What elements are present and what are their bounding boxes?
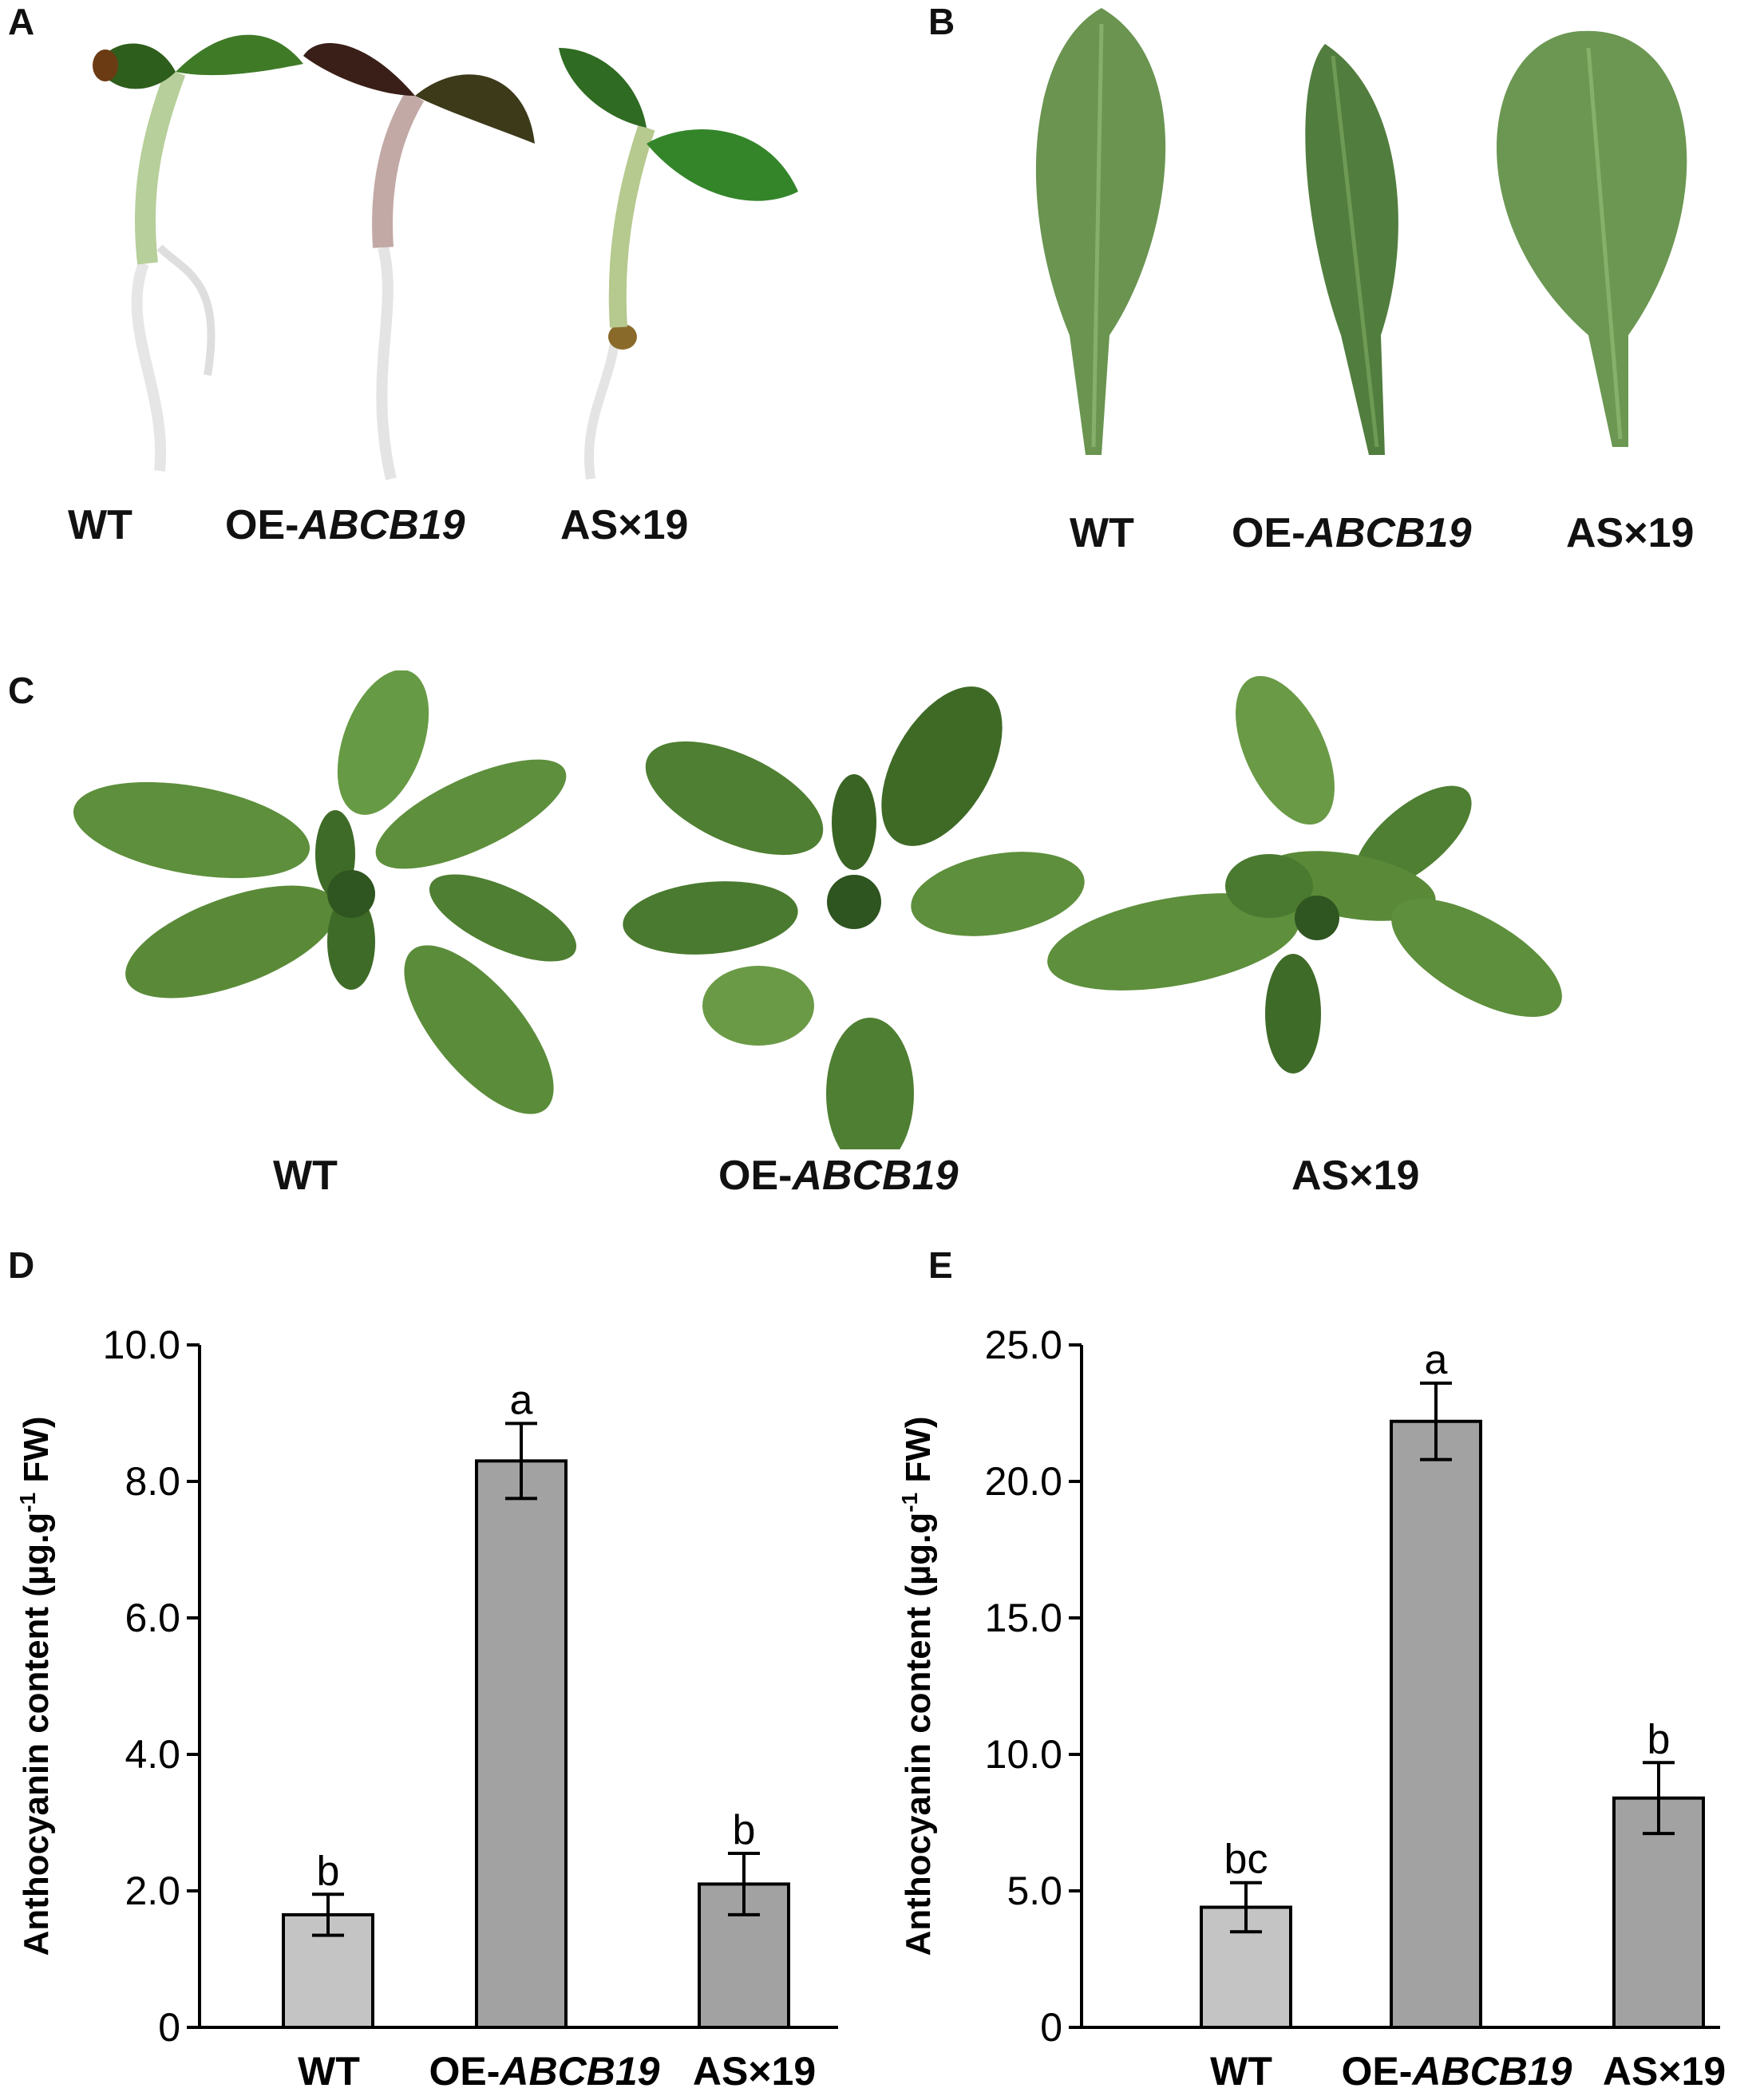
y-tick-label: 10.0	[985, 1732, 1062, 1777]
seedling-wt	[93, 34, 303, 472]
leaf-as19	[1497, 30, 1687, 447]
leaf-oe-abcb19	[1305, 44, 1398, 455]
y-tick-label: 20.0	[985, 1459, 1062, 1504]
category-label: WT	[1210, 2049, 1272, 2094]
leaf-wt	[1035, 8, 1166, 455]
category-label: AS×19	[693, 2049, 816, 2094]
y-tick-label: 0	[158, 2005, 180, 2050]
y-tick-label: 0	[1040, 2005, 1062, 2050]
y-tick-label: 2.0	[125, 1869, 180, 1913]
category-label: WT	[298, 2049, 360, 2094]
label-c-wt: WT	[273, 1153, 338, 1199]
bar	[1612, 1796, 1705, 2029]
chart-e: 0 5.0 10.0 15.0 20.0 25.0 Anthocyanin content …	[897, 1323, 1726, 2094]
category-label: OE-ABCB19	[429, 2049, 660, 2094]
label-c-as19: AS×19	[1291, 1153, 1420, 1199]
seedlings-photo	[93, 34, 798, 481]
label-b-wt: WT	[1070, 510, 1134, 556]
seedling-oe-abcb19	[303, 43, 535, 481]
seedling-as19	[559, 48, 798, 480]
leaves-photo	[1035, 8, 1687, 455]
significance-label: b	[733, 1807, 756, 1853]
rosette-as19	[1047, 675, 1562, 1074]
rosettes-photo	[73, 670, 1562, 1149]
y-tick-label: 5.0	[1007, 1869, 1062, 1913]
label-a-as19: AS×19	[560, 502, 689, 548]
category-label: OE-ABCB19	[1342, 2049, 1572, 2094]
label-a-oe: OE-ABCB19	[225, 502, 465, 548]
significance-label: b	[1647, 1716, 1671, 1762]
significance-label: a	[510, 1377, 533, 1423]
y-tick-label: 15.0	[985, 1596, 1062, 1640]
panel-letter-b: B	[928, 1, 955, 42]
y-tick-label: 25.0	[985, 1323, 1062, 1367]
label-c-oe: OE-ABCB19	[718, 1153, 959, 1199]
label-a-wt: WT	[68, 502, 132, 548]
y-axis-label: Anthocyanin content (µg.g-1 FW)	[897, 1417, 938, 1956]
bar	[475, 1459, 568, 2030]
rosette-wt	[73, 670, 577, 1114]
bar	[1390, 1419, 1482, 2029]
panel-letter-c: C	[8, 670, 35, 711]
rosette-oe-abcb19	[623, 686, 1085, 1149]
category-label: AS×19	[1603, 2049, 1726, 2094]
y-tick-label: 10.0	[103, 1323, 180, 1367]
chart-d: 0 2.0 4.0 6.0 8.0 10.0 Anthocyanin content (µg…	[15, 1323, 838, 2094]
y-tick-label: 6.0	[125, 1596, 180, 1640]
significance-label: b	[317, 1848, 340, 1894]
significance-label: a	[1425, 1337, 1448, 1383]
panel-letter-a: A	[8, 1, 35, 42]
panel-letter-e: E	[928, 1244, 953, 1286]
y-tick-label: 4.0	[125, 1732, 180, 1777]
significance-label: bc	[1224, 1837, 1268, 1883]
label-b-oe: OE-ABCB19	[1232, 510, 1472, 556]
y-tick-label: 8.0	[125, 1459, 180, 1504]
label-b-as19: AS×19	[1566, 510, 1695, 556]
panel-letter-d: D	[8, 1244, 35, 1286]
y-axis-label: Anthocyanin content (µg.g-1 FW)	[15, 1417, 56, 1956]
